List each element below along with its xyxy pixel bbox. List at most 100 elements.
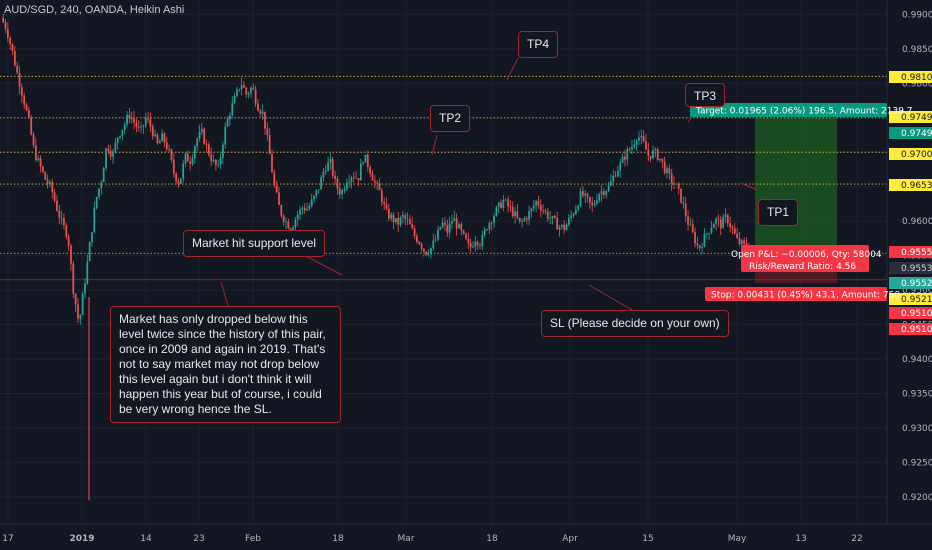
candle-body (37, 158, 40, 161)
candle-body (479, 245, 481, 247)
candle-body (635, 140, 638, 145)
candle-body (81, 293, 84, 316)
support-callout[interactable]: Market hit support level (183, 230, 326, 257)
candle-body (675, 183, 678, 185)
candle-body (186, 153, 189, 162)
candle-body (287, 221, 290, 229)
candle-body (205, 143, 208, 145)
candle-body (451, 221, 453, 224)
candle-body (336, 178, 339, 189)
chart-title: AUD/SGD, 240, OANDA, Heikin Ashi (4, 4, 185, 16)
candle-body (165, 142, 168, 150)
candle-body (18, 72, 21, 88)
candle-body (437, 229, 439, 240)
candle-body (271, 154, 273, 173)
candle-body (525, 218, 528, 220)
candle-body (364, 154, 367, 163)
candle-body (614, 175, 617, 177)
candle-body (654, 149, 657, 151)
candle-body (486, 229, 488, 231)
candle-body (200, 128, 203, 133)
candle-body (301, 207, 304, 210)
position-rr-label: Risk/Reward Ratio: 4.56 (749, 262, 856, 272)
history-callout[interactable]: Market has only dropped below this level… (110, 306, 341, 423)
candle-body (500, 202, 502, 208)
candle-body (303, 207, 306, 211)
candle-body (210, 154, 213, 162)
candle-body (645, 141, 647, 150)
candle-body (121, 129, 124, 136)
candle-body (51, 181, 54, 193)
candle-body (399, 217, 402, 225)
candle-body (320, 177, 322, 190)
candle-body (703, 234, 706, 247)
candle-body (507, 199, 509, 207)
candle-body (710, 228, 713, 234)
tp3-callout[interactable]: TP3 (685, 83, 725, 107)
candle-body (409, 219, 411, 225)
candle-body (240, 85, 243, 89)
candle-body (123, 124, 126, 130)
candle-body (397, 218, 400, 225)
tp4-callout[interactable]: TP4 (518, 31, 558, 58)
candle-body (563, 224, 566, 230)
tp2-callout[interactable]: TP2 (430, 105, 470, 132)
sl-callout[interactable]: SL (Please decide on your own) (541, 310, 729, 337)
price-tag-level (889, 293, 932, 305)
candle-body (58, 210, 61, 218)
candle-body (523, 218, 526, 221)
candle-body (86, 261, 89, 284)
candle-body (226, 119, 229, 127)
candle-body (483, 229, 486, 236)
candle-body (310, 199, 313, 207)
candle-body (149, 119, 152, 127)
candle-body (233, 96, 236, 104)
candle-body (53, 192, 56, 201)
candle-body (371, 173, 374, 181)
candle-body (369, 167, 372, 174)
candle-body (406, 218, 409, 220)
candle-body (88, 242, 91, 262)
candle-body (591, 202, 594, 206)
candle-body (684, 203, 687, 217)
price-tag-label: 0.95534 (901, 264, 932, 274)
candle-body (74, 293, 77, 305)
price-tag-entry (889, 246, 932, 258)
tp1-callout[interactable]: TP1 (758, 199, 798, 226)
candle-body (147, 117, 149, 120)
candle-body (395, 218, 397, 223)
candle-body (502, 199, 505, 208)
candle-body (481, 235, 484, 247)
candle-body (25, 104, 28, 111)
candle-body (84, 283, 86, 294)
candle-body (119, 135, 121, 138)
candle-body (420, 244, 423, 249)
candle-body (467, 238, 470, 243)
candle-body (521, 220, 523, 222)
candle-body (434, 239, 437, 241)
candle-body (719, 219, 722, 229)
candle-body (65, 225, 68, 237)
candle-body (352, 177, 355, 179)
x-tick-label: 13 (795, 534, 806, 544)
candle-body (313, 195, 315, 200)
candle-body (535, 200, 537, 206)
candle-body (60, 217, 63, 219)
candle-body (219, 157, 222, 165)
price-tag-label: 0.95552 (901, 248, 932, 258)
candle-body (439, 227, 442, 230)
candle-body (441, 222, 444, 228)
candle-body (694, 231, 696, 244)
candle-body (607, 185, 610, 191)
candle-body (266, 128, 269, 135)
candle-body (177, 181, 180, 184)
candle-body (689, 224, 692, 226)
candle-body (324, 171, 327, 172)
candle-body (107, 148, 110, 151)
candle-body (280, 205, 283, 216)
target-zone (755, 117, 837, 254)
candle-body (236, 89, 238, 97)
